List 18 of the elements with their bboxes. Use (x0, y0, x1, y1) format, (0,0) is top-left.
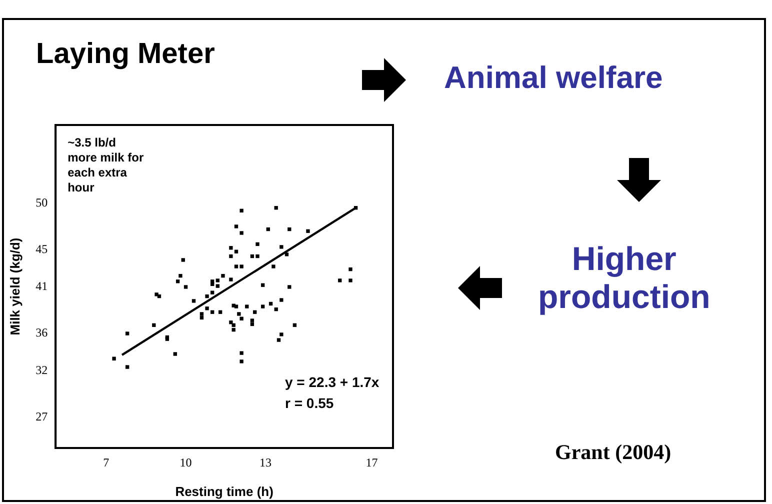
y-tick-label: 32 (36, 362, 48, 377)
x-tick-label: 17 (366, 455, 378, 470)
text: Grant (2004) (555, 440, 672, 465)
x-tick-label: 10 (180, 455, 192, 470)
annotation: ~3.5 lb/d more milk for each extra hour (68, 135, 144, 194)
y-tick-label: 36 (36, 326, 48, 340)
text: Laying Meter (36, 38, 215, 71)
y-tick-label: 41 (36, 279, 48, 294)
y-tick-label: 45 (36, 242, 48, 256)
y-tick-label: 27 (36, 409, 48, 424)
text: Higher production (538, 240, 710, 316)
y-axis-title: Milk yield (kg/d) (7, 238, 22, 336)
x-tick-label: 13 (259, 455, 272, 470)
y-tick-label: 50 (36, 195, 48, 210)
annotation: y = 22.3 + 1.7x r = 0.55 (285, 374, 380, 411)
x-axis-title: Resting time (h) (175, 484, 274, 499)
x-tick-label: 7 (103, 455, 110, 470)
text: Animal welfare (444, 60, 663, 96)
